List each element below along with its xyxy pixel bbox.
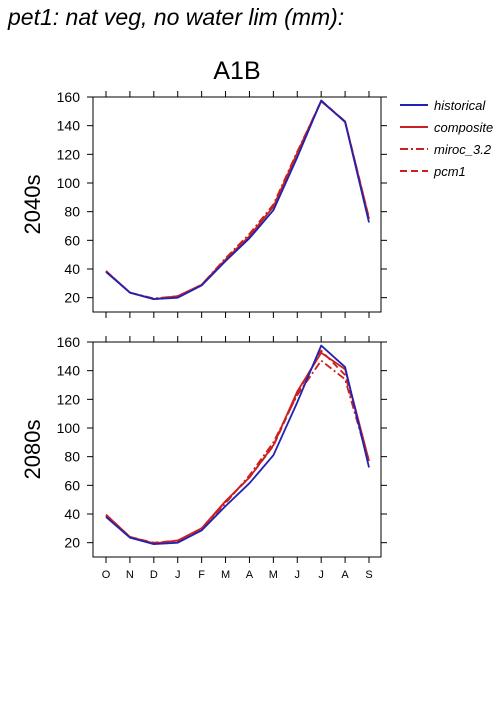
series-line-composite bbox=[105, 100, 370, 301]
y-tick-label: 140 bbox=[57, 118, 81, 134]
panel-label: 2040s bbox=[20, 175, 45, 235]
series-line-historical bbox=[105, 99, 370, 301]
y-tick-label: 100 bbox=[57, 175, 81, 191]
x-tick-label: N bbox=[126, 569, 134, 581]
y-tick-label: 20 bbox=[64, 290, 80, 306]
y-tick-label: 100 bbox=[57, 420, 81, 436]
x-tick-label: A bbox=[246, 569, 254, 581]
y-tick-label: 160 bbox=[57, 334, 81, 350]
x-tick-label: M bbox=[221, 569, 230, 581]
scenario-title: A1B bbox=[213, 57, 260, 85]
legend-label: pcm1 bbox=[433, 164, 466, 179]
series-line-miroc_3.2 bbox=[105, 100, 370, 300]
y-tick-label: 40 bbox=[64, 261, 80, 277]
x-tick-label: S bbox=[365, 569, 372, 581]
legend: historical composite miroc_3.2 pcm1 bbox=[400, 98, 493, 179]
panels: 20 40 60 80 100 120 140 160 2040s 20 40 60 80 100 120 1… bbox=[20, 89, 387, 581]
figure-title: pet1: nat veg, no water lim (mm): bbox=[8, 4, 345, 30]
y-tick-label: 60 bbox=[64, 232, 80, 248]
series-line-pcm1 bbox=[105, 99, 370, 301]
y-tick-label: 80 bbox=[64, 204, 80, 220]
x-tick-label: J bbox=[318, 569, 324, 581]
series-line-pcm1 bbox=[105, 349, 370, 544]
legend-item-miroc_3.2: miroc_3.2 bbox=[400, 142, 492, 157]
y-tick-label: 60 bbox=[64, 477, 80, 493]
y-tick-label: 120 bbox=[57, 391, 81, 407]
panel-label: 2080s bbox=[20, 420, 45, 480]
y-tick-label: 140 bbox=[57, 363, 81, 379]
x-tick-label: J bbox=[175, 569, 181, 581]
panel-2080s: 20 40 60 80 100 120 140 160 O N D J F M A M J J A S 2080s bbox=[20, 334, 387, 581]
x-tick-label: O bbox=[102, 569, 111, 581]
series-line-historical bbox=[105, 344, 370, 545]
legend-item-historical: historical bbox=[400, 98, 486, 113]
y-tick-label: 120 bbox=[57, 146, 81, 162]
y-tick-label: 20 bbox=[64, 535, 80, 551]
legend-item-pcm1: pcm1 bbox=[400, 164, 466, 179]
legend-label: miroc_3.2 bbox=[434, 142, 492, 157]
plot-frame bbox=[92, 341, 382, 558]
legend-label: composite bbox=[434, 120, 493, 135]
x-tick-label: J bbox=[295, 569, 301, 581]
y-tick-label: 40 bbox=[64, 506, 80, 522]
legend-label: historical bbox=[434, 98, 486, 113]
legend-item-composite: composite bbox=[400, 120, 493, 135]
panel-2040s: 20 40 60 80 100 120 140 160 2040s bbox=[20, 89, 387, 318]
x-tick-label: A bbox=[341, 569, 349, 581]
series-line-miroc_3.2 bbox=[105, 359, 370, 545]
y-tick-label: 160 bbox=[57, 89, 81, 105]
x-tick-label: D bbox=[150, 569, 158, 581]
y-tick-label: 80 bbox=[64, 449, 80, 465]
x-tick-label: F bbox=[198, 569, 205, 581]
series-line-composite bbox=[105, 351, 370, 545]
x-tick-label: M bbox=[269, 569, 278, 581]
plot-frame bbox=[92, 96, 382, 313]
